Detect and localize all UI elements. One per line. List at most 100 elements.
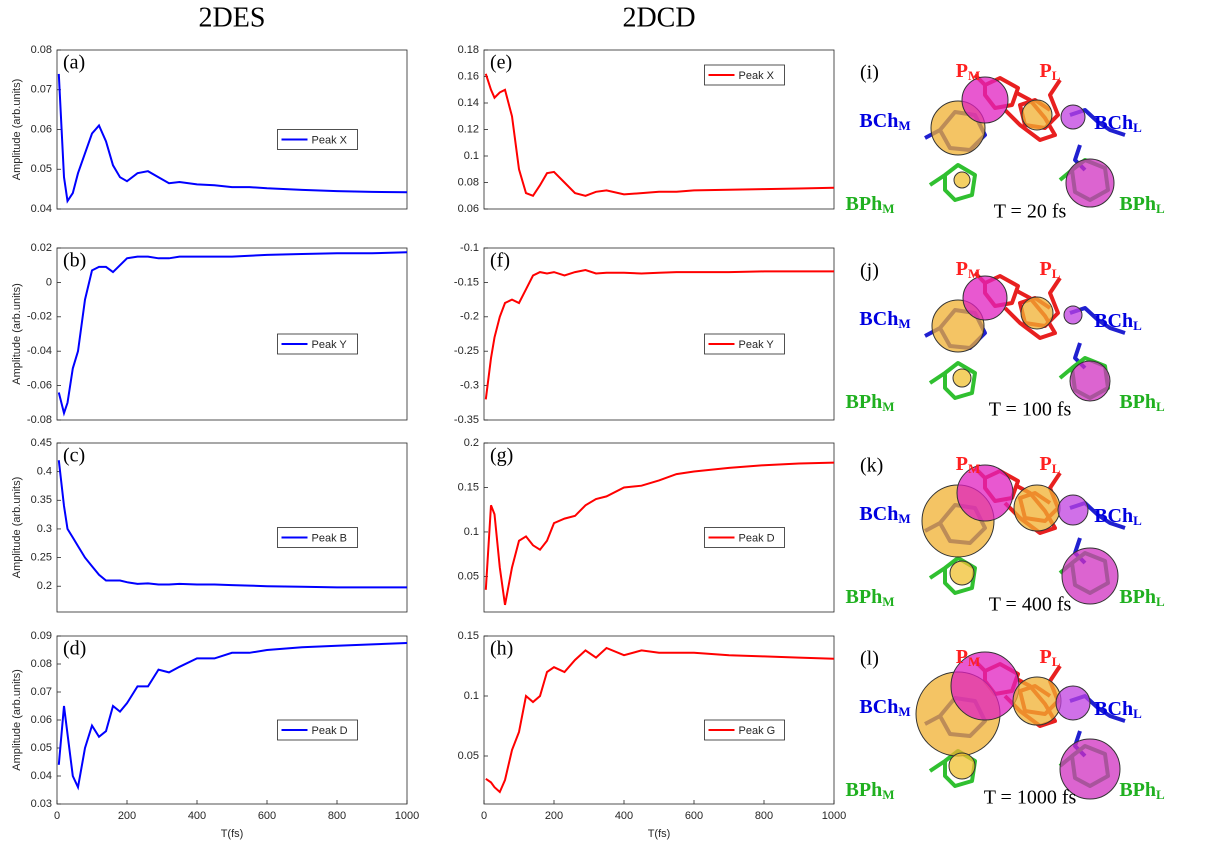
label-sub: M xyxy=(898,316,910,331)
panel-label: (j) xyxy=(860,260,879,282)
site-label: BChM xyxy=(859,308,910,331)
label-sub: L xyxy=(1133,120,1142,135)
label-sub: L xyxy=(1133,706,1142,721)
population-circle xyxy=(1060,104,1086,130)
panel-label: (i) xyxy=(860,62,879,84)
x-tick-label: 800 xyxy=(755,810,773,822)
label-main: P xyxy=(956,646,968,668)
label-sub: L xyxy=(1156,201,1165,216)
panel-label: (h) xyxy=(490,638,513,660)
legend-label: Peak D xyxy=(739,532,775,544)
legend-box xyxy=(277,129,358,150)
x-tick-label: 200 xyxy=(118,810,136,822)
label-sub: L xyxy=(1052,654,1061,669)
population-circle xyxy=(1020,296,1054,330)
y-tick-label: -0.04 xyxy=(27,345,52,357)
label-main: BCh xyxy=(1094,698,1133,720)
data-line xyxy=(57,642,408,791)
y-tick-label: 0.05 xyxy=(31,163,52,175)
site-label: BPhL xyxy=(1119,779,1165,802)
label-main: P xyxy=(1040,646,1052,668)
y-tick-label: 0.18 xyxy=(458,44,479,56)
label-sub: L xyxy=(1133,318,1142,333)
y-tick-label: -0.35 xyxy=(454,414,479,426)
label-main: BPh xyxy=(1119,779,1156,801)
site-label: PL xyxy=(1040,60,1061,83)
diagram-caption: T = 1000 fs xyxy=(984,787,1077,809)
label-main: BCh xyxy=(859,503,898,525)
y-tick-label: 0.08 xyxy=(31,658,52,670)
panel-label: (e) xyxy=(490,52,512,74)
site-label: BPhM xyxy=(846,193,895,216)
site-label: BChL xyxy=(1094,310,1142,333)
y-tick-label: 0.05 xyxy=(31,742,52,754)
y-tick-label: 0.12 xyxy=(458,123,479,135)
label-sub: M xyxy=(882,201,894,216)
y-tick-label: 0.25 xyxy=(31,551,52,563)
label-sub: M xyxy=(882,594,894,609)
population-circle xyxy=(1061,547,1119,605)
y-tick-label: 0.05 xyxy=(458,750,479,762)
diagram-caption: T = 20 fs xyxy=(994,201,1067,223)
population-circle xyxy=(1059,738,1121,800)
population-circle xyxy=(949,560,975,586)
y-tick-label: 0.1 xyxy=(464,150,479,162)
label-main: BPh xyxy=(846,779,883,801)
site-label: PM xyxy=(956,453,981,476)
label-main: BPh xyxy=(1119,193,1156,215)
panel-label: (a) xyxy=(63,52,85,74)
y-tick-label: 0.06 xyxy=(458,203,479,215)
site-label: BChM xyxy=(859,503,910,526)
y-tick-label: 0.4 xyxy=(37,466,52,478)
y-tick-label: 0.08 xyxy=(31,44,52,56)
label-sub: M xyxy=(898,118,910,133)
y-tick-label: -0.25 xyxy=(454,345,479,357)
x-tick-label: 1000 xyxy=(395,810,419,822)
site-label: BChL xyxy=(1094,698,1142,721)
y-tick-label: 0.15 xyxy=(458,630,479,642)
y-axis-label: Amplitude (arb.units) xyxy=(11,477,23,579)
data-line xyxy=(484,268,834,400)
y-tick-label: 0.08 xyxy=(458,176,479,188)
site-label: BPhL xyxy=(1119,193,1165,216)
legend-box xyxy=(277,719,358,741)
y-tick-label: -0.06 xyxy=(27,380,52,392)
label-sub: M xyxy=(968,461,980,476)
y-tick-label: 0.04 xyxy=(31,203,52,215)
label-sub: M xyxy=(882,399,894,414)
site-label: BPhM xyxy=(846,391,895,414)
y-tick-label: 0.07 xyxy=(31,84,52,96)
site-label: PM xyxy=(956,646,981,669)
legend-label: Peak X xyxy=(312,134,348,146)
label-sub: L xyxy=(1052,461,1061,476)
label-sub: L xyxy=(1156,787,1165,802)
site-label: BPhL xyxy=(1119,391,1165,414)
x-tick-label: 400 xyxy=(615,810,633,822)
population-circle xyxy=(961,76,1009,124)
x-tick-label: 800 xyxy=(328,810,346,822)
y-tick-label: 0.03 xyxy=(31,798,52,810)
label-main: P xyxy=(956,453,968,475)
data-line xyxy=(485,646,835,794)
x-tick-label: 1000 xyxy=(822,810,846,822)
y-axis-label: Amplitude (arb.units) xyxy=(11,283,23,385)
label-sub: M xyxy=(882,787,894,802)
label-main: BCh xyxy=(859,308,898,330)
label-main: P xyxy=(1040,258,1052,280)
panel-label: (k) xyxy=(860,455,883,477)
y-tick-label: 0.06 xyxy=(31,123,52,135)
diagram-caption: T = 400 fs xyxy=(989,594,1072,616)
label-main: P xyxy=(956,258,968,280)
y-tick-label: 0.35 xyxy=(31,494,52,506)
site-label: PM xyxy=(956,60,981,83)
population-circle xyxy=(1057,494,1089,526)
panel-label: (c) xyxy=(63,445,85,467)
site-label: BPhL xyxy=(1119,586,1165,609)
label-main: P xyxy=(1040,453,1052,475)
population-circle xyxy=(1065,158,1115,208)
site-label: BChL xyxy=(1094,112,1142,135)
label-sub: L xyxy=(1156,399,1165,414)
